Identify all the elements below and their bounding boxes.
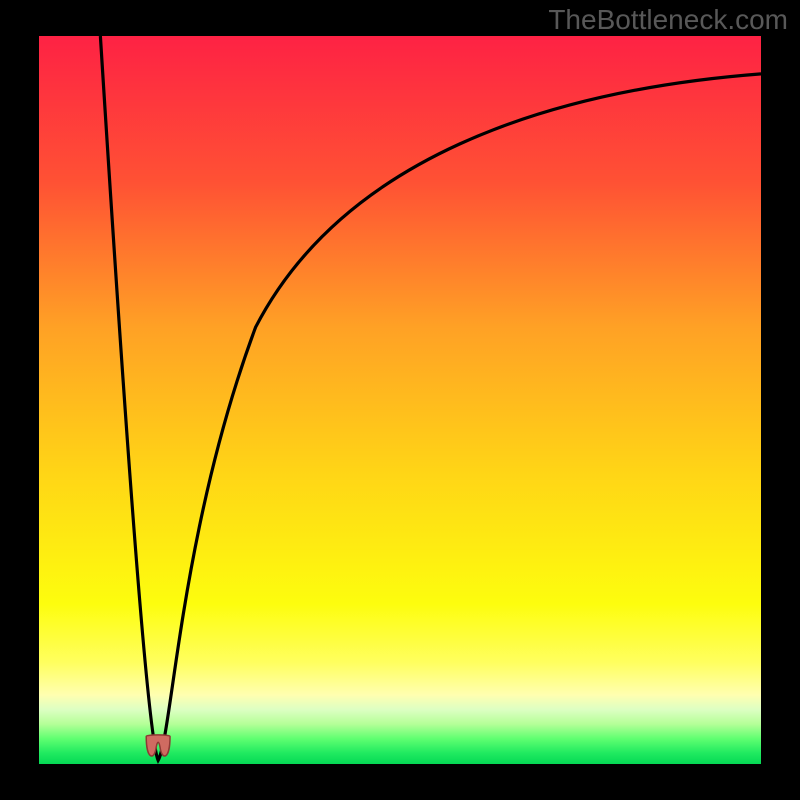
bottleneck-chart bbox=[0, 0, 800, 800]
chart-container: TheBottleneck.com bbox=[0, 0, 800, 800]
watermark-text: TheBottleneck.com bbox=[548, 4, 788, 36]
plot-background bbox=[39, 36, 761, 764]
